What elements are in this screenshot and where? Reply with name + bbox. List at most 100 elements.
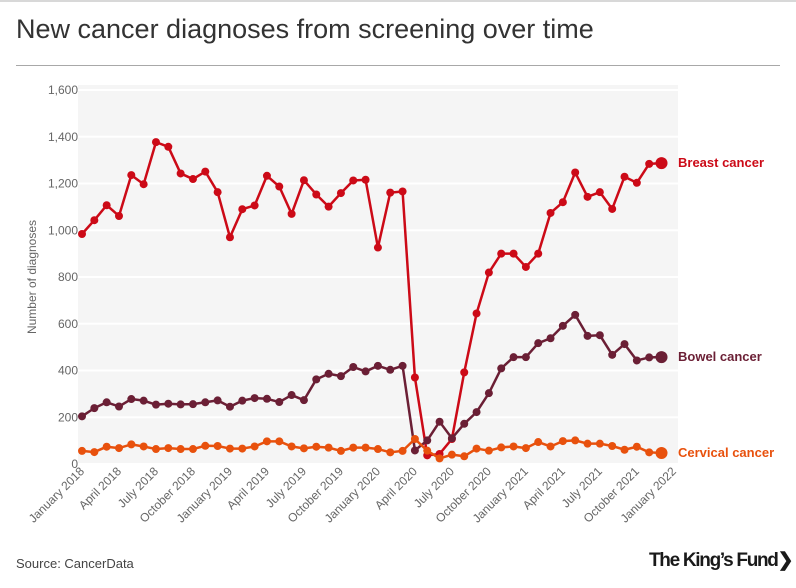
series-label: Breast cancer (678, 155, 764, 170)
data-point (238, 396, 247, 405)
data-point (386, 448, 395, 457)
data-point (139, 396, 148, 405)
data-point (213, 188, 222, 197)
data-point (78, 229, 86, 238)
data-point (151, 138, 160, 147)
data-point (102, 201, 111, 210)
data-point (349, 176, 358, 185)
data-point (373, 445, 382, 454)
data-point (361, 175, 370, 184)
data-point (447, 434, 456, 443)
series-bowel-cancer (78, 310, 668, 455)
data-point (645, 353, 654, 362)
series-label: Cervical cancer (678, 445, 774, 460)
data-point (558, 437, 567, 446)
data-point (608, 442, 617, 451)
data-point (546, 442, 555, 451)
data-point (546, 208, 555, 217)
data-point (324, 443, 333, 452)
data-point (571, 168, 580, 177)
data-point (78, 412, 86, 421)
data-point (595, 331, 604, 340)
data-point (472, 444, 481, 453)
data-point (250, 394, 259, 403)
data-point (484, 389, 493, 398)
data-point (571, 436, 580, 445)
data-point (595, 439, 604, 448)
data-point (164, 399, 173, 408)
data-point (114, 402, 123, 411)
data-point (127, 395, 136, 404)
data-point (213, 442, 222, 451)
data-point (571, 310, 580, 319)
y-tick-label: 1,400 (48, 130, 78, 144)
data-point (238, 205, 247, 214)
data-point (188, 445, 197, 454)
data-point (299, 176, 308, 185)
data-point (595, 188, 604, 197)
data-point (90, 216, 99, 225)
data-point (534, 339, 543, 348)
data-point (386, 188, 395, 197)
data-point (620, 445, 629, 454)
data-point (164, 142, 173, 151)
series-cervical-cancer (78, 434, 668, 463)
data-point (127, 171, 136, 180)
source-note: Source: CancerData (16, 556, 134, 571)
data-point (139, 180, 148, 189)
data-point (583, 439, 592, 448)
data-point (373, 361, 382, 370)
data-point (139, 442, 148, 451)
data-point (262, 394, 271, 403)
kings-fund-logo: The King’s Fund❯ (649, 550, 794, 571)
data-point (225, 444, 234, 453)
data-point (645, 159, 654, 168)
data-point (410, 434, 419, 443)
data-point (435, 417, 444, 426)
data-point (534, 249, 543, 258)
data-point (90, 404, 99, 413)
data-point (238, 444, 247, 453)
data-point (558, 198, 567, 207)
data-point (632, 356, 641, 365)
data-point (324, 369, 333, 378)
data-point (287, 391, 296, 400)
data-point (558, 321, 567, 330)
y-tick-label: 1,200 (48, 177, 78, 191)
data-point (398, 187, 407, 196)
y-tick-label: 800 (58, 270, 78, 284)
data-point (299, 396, 308, 405)
data-point (225, 402, 234, 411)
data-point (102, 398, 111, 407)
data-point (521, 262, 530, 271)
data-point (90, 448, 99, 457)
data-point (275, 437, 284, 446)
data-point (312, 442, 321, 451)
data-point (583, 192, 592, 201)
data-point (521, 353, 530, 362)
data-point (632, 442, 641, 451)
y-tick-label: 1,000 (48, 223, 78, 237)
data-point (398, 446, 407, 455)
series-breast-cancer (78, 138, 668, 460)
data-point (287, 442, 296, 451)
data-point (287, 209, 296, 218)
data-point (398, 361, 407, 370)
data-point (275, 182, 284, 191)
data-point (361, 367, 370, 376)
data-point (435, 454, 444, 463)
data-point (114, 444, 123, 453)
data-point (583, 331, 592, 340)
plot-background (78, 85, 678, 465)
data-point (608, 204, 617, 213)
data-point (201, 167, 210, 176)
data-point (521, 444, 530, 453)
data-point (324, 202, 333, 211)
data-point (336, 446, 345, 455)
data-point (151, 445, 160, 454)
data-point (349, 443, 358, 452)
data-point (213, 396, 222, 405)
data-point (497, 364, 506, 373)
data-point (423, 446, 432, 455)
